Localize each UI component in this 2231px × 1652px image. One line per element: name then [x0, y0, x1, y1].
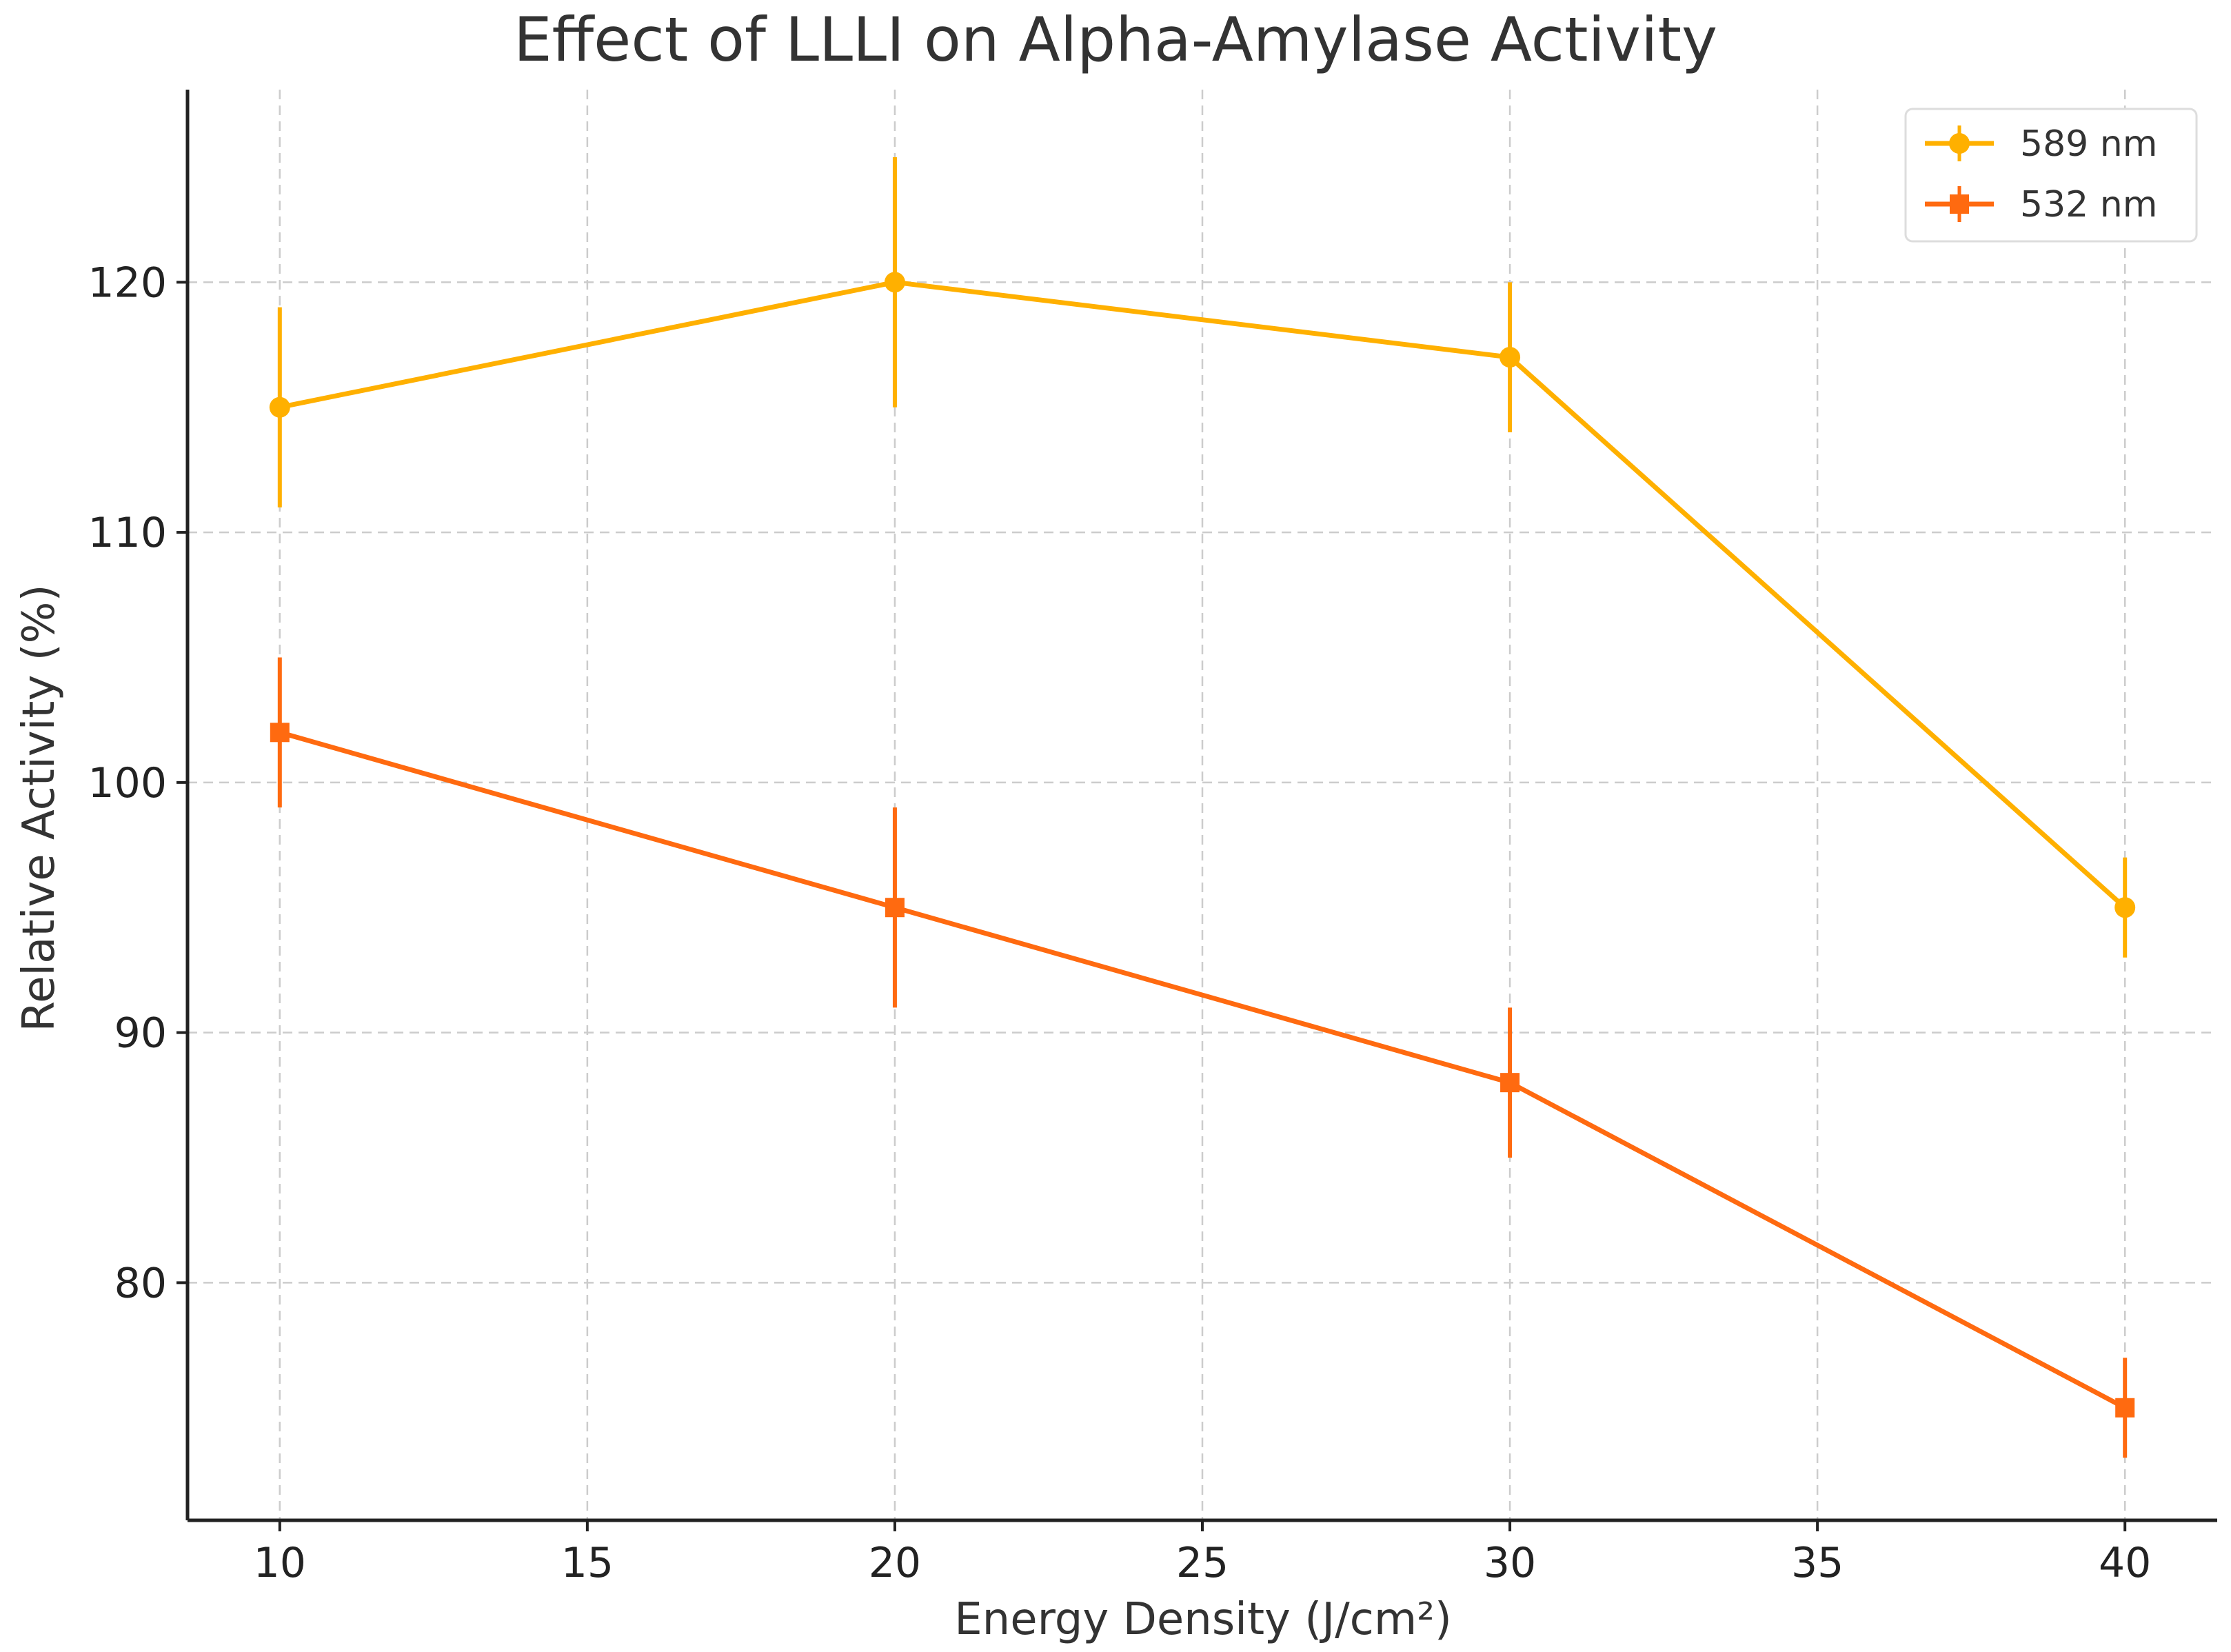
legend-label-532-nm: 532 nm: [2020, 184, 2157, 225]
point-589-nm-20: [884, 272, 905, 293]
series-589-nm: [269, 157, 2136, 958]
x-tick-label-25: 25: [1176, 1539, 1229, 1587]
point-532-nm-30: [1500, 1073, 1520, 1093]
y-tick-label-90: 90: [114, 1009, 167, 1058]
y-tick-label-110: 110: [88, 509, 167, 557]
legend-marker-532-nm: [1950, 194, 1969, 214]
axes: 10 15 20 25 30 35 40 80 90 100 110 120: [88, 90, 2217, 1587]
x-tick-label-40: 40: [2099, 1539, 2151, 1587]
series-line-532-nm: [279, 729, 2126, 1410]
y-tick-label-80: 80: [114, 1259, 167, 1307]
y-axis-label: Relative Activity (%): [14, 585, 65, 1032]
point-532-nm-10: [270, 723, 290, 743]
series-line-589-nm: [279, 279, 2127, 909]
legend-item-589-nm: 589 nm: [1925, 123, 2157, 165]
legend: 589 nm 532 nm: [1904, 108, 2198, 243]
point-589-nm-10: [269, 396, 290, 418]
chart-title: Effect of LLLI on Alpha-Amylase Activity: [514, 4, 1717, 75]
point-532-nm-20: [885, 898, 905, 918]
legend-marker-589-nm: [1949, 133, 1970, 154]
x-axis-label: Energy Density (J/cm²): [954, 1594, 1452, 1645]
x-tick-label-20: 20: [869, 1539, 921, 1587]
y-tick-label-120: 120: [88, 259, 167, 307]
x-tick-label-35: 35: [1791, 1539, 1844, 1587]
legend-label-589-nm: 589 nm: [2020, 123, 2157, 165]
point-589-nm-40: [2114, 897, 2136, 918]
series-layer: [269, 157, 2136, 1458]
point-532-nm-40: [2115, 1398, 2135, 1418]
series-532-nm: [270, 657, 2135, 1458]
x-tick-label-10: 10: [254, 1539, 306, 1587]
x-tick-label-15: 15: [561, 1539, 614, 1587]
point-589-nm-30: [1500, 347, 1521, 368]
x-tick-label-30: 30: [1484, 1539, 1536, 1587]
legend-item-532-nm: 532 nm: [1925, 184, 2157, 225]
y-tick-label-100: 100: [88, 759, 167, 807]
